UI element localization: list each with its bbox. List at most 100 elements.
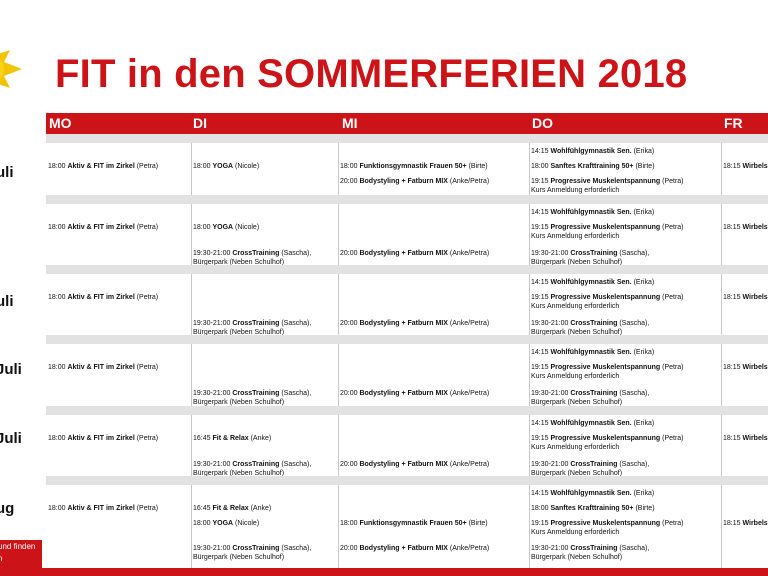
course-entry: 18:00 YOGA (Nicole) bbox=[193, 520, 260, 527]
course-entry: 14:15 Wohlfühlgymnastik Sen. (Erika) bbox=[531, 209, 655, 216]
course-entry: 18:00 Aktiv & FIT im Zirkel (Petra) bbox=[48, 294, 159, 301]
column-divider bbox=[721, 274, 722, 341]
week-row: 18:00 Aktiv & FIT im Zirkel (Petra) 16:45… bbox=[46, 485, 768, 571]
course-entry: Bürgerpark (Neben Schulhof) bbox=[193, 329, 285, 336]
week-separator bbox=[46, 476, 768, 485]
course-entry: 19:30-21:00 CrossTraining (Sascha), bbox=[193, 250, 312, 257]
column-divider bbox=[721, 415, 722, 482]
course-entry: 14:15 Wohlfühlgymnastik Sen. (Erika) bbox=[531, 490, 655, 497]
column-divider bbox=[338, 143, 339, 206]
course-entry: 14:15 Wohlfühlgymnastik Sen. (Erika) bbox=[531, 420, 655, 427]
column-divider bbox=[191, 143, 192, 206]
course-entry: 18:15 Wirbels bbox=[723, 364, 768, 371]
course-entry: 19:30-21:00 CrossTraining (Sascha), bbox=[193, 461, 312, 468]
column-divider bbox=[338, 274, 339, 341]
course-entry: 19:30-21:00 CrossTraining (Sascha), bbox=[531, 461, 650, 468]
course-entry: 20:00 Bodystyling + Fatburn MIX (Anke/Pe… bbox=[340, 461, 490, 468]
weekday-header: MO DI MI DO FR bbox=[46, 113, 768, 133]
course-entry: 19:30-21:00 CrossTraining (Sascha), bbox=[531, 390, 650, 397]
column-divider bbox=[338, 485, 339, 568]
day-header-fr: FR bbox=[724, 115, 743, 131]
course-entry: 20:00 Bodystyling + Fatburn MIX (Anke/Pe… bbox=[340, 320, 490, 327]
week-row: 18:00 Aktiv & FIT im Zirkel (Petra) 18:00… bbox=[46, 143, 768, 209]
week-separator bbox=[46, 335, 768, 344]
week-row: 18:00 Aktiv & FIT im Zirkel (Petra) 19:30… bbox=[46, 344, 768, 415]
bottom-bar bbox=[0, 568, 768, 576]
course-entry: Kurs Anmeldung erforderlich bbox=[531, 233, 620, 240]
sun-logo bbox=[0, 50, 22, 88]
course-entry: 14:15 Wohlfühlgymnastik Sen. (Erika) bbox=[531, 279, 655, 286]
week-date-label: Juli bbox=[0, 361, 22, 378]
course-entry: Bürgerpark (Neben Schulhof) bbox=[193, 259, 285, 266]
course-entry: 16:45 Fit & Relax (Anke) bbox=[193, 435, 272, 442]
course-entry: 19:15 Progressive Muskelentspannung (Pet… bbox=[531, 364, 684, 371]
column-divider bbox=[529, 204, 530, 271]
day-header-mi: MI bbox=[342, 115, 358, 131]
course-entry: 18:00 Funktionsgymnastik Frauen 50+ (Bir… bbox=[340, 520, 488, 527]
column-divider bbox=[338, 415, 339, 482]
course-entry: Kurs Anmeldung erforderlich bbox=[531, 187, 620, 194]
column-divider bbox=[529, 143, 530, 206]
course-entry: Kurs Anmeldung erforderlich bbox=[531, 444, 620, 451]
week-date-label: Juli bbox=[0, 430, 22, 447]
course-entry: Bürgerpark (Neben Schulhof) bbox=[531, 399, 623, 406]
footer-note: und finden n bbox=[0, 540, 42, 568]
column-divider bbox=[191, 485, 192, 568]
course-entry: Bürgerpark (Neben Schulhof) bbox=[531, 329, 623, 336]
week-date-label: ug bbox=[0, 500, 15, 517]
week-separator bbox=[46, 265, 768, 274]
course-entry: 18:15 Wirbels bbox=[723, 520, 768, 527]
course-entry: 18:00 Aktiv & FIT im Zirkel (Petra) bbox=[48, 435, 159, 442]
course-entry: 18:15 Wirbels bbox=[723, 224, 768, 231]
week-separator bbox=[46, 195, 768, 204]
course-entry: Bürgerpark (Neben Schulhof) bbox=[193, 554, 285, 561]
course-entry: 20:00 Bodystyling + Fatburn MIX (Anke/Pe… bbox=[340, 250, 490, 257]
course-entry: 20:00 Bodystyling + Fatburn MIX (Anke/Pe… bbox=[340, 390, 490, 397]
course-entry: 19:30-21:00 CrossTraining (Sascha), bbox=[531, 545, 650, 552]
course-entry: 18:00 Sanftes Krafttraining 50+ (Birte) bbox=[531, 505, 655, 512]
column-divider bbox=[721, 204, 722, 271]
course-entry: 16:45 Fit & Relax (Anke) bbox=[193, 505, 272, 512]
course-entry: 18:15 Wirbels bbox=[723, 163, 768, 170]
course-entry: 18:00 Aktiv & FIT im Zirkel (Petra) bbox=[48, 224, 159, 231]
course-entry: 19:30-21:00 CrossTraining (Sascha), bbox=[531, 250, 650, 257]
week-date-label: uli bbox=[0, 164, 14, 181]
column-divider bbox=[338, 204, 339, 271]
week-row: 18:00 Aktiv & FIT im Zirkel (Petra) 18:00… bbox=[46, 204, 768, 274]
week-date-label: uli bbox=[0, 293, 14, 310]
course-entry: 20:00 Bodystyling + Fatburn MIX (Anke/Pe… bbox=[340, 178, 490, 185]
course-entry: 19:15 Progressive Muskelentspannung (Pet… bbox=[531, 178, 684, 185]
course-entry: Bürgerpark (Neben Schulhof) bbox=[193, 399, 285, 406]
course-entry: Kurs Anmeldung erforderlich bbox=[531, 373, 620, 380]
column-divider bbox=[529, 485, 530, 568]
day-header-do: DO bbox=[532, 115, 553, 131]
course-entry: 18:00 Aktiv & FIT im Zirkel (Petra) bbox=[48, 505, 159, 512]
course-entry: 19:30-21:00 CrossTraining (Sascha), bbox=[193, 545, 312, 552]
course-entry: Bürgerpark (Neben Schulhof) bbox=[531, 259, 623, 266]
day-header-mo: MO bbox=[49, 115, 72, 131]
course-entry: 18:00 Aktiv & FIT im Zirkel (Petra) bbox=[48, 163, 159, 170]
course-entry: 19:30-21:00 CrossTraining (Sascha), bbox=[531, 320, 650, 327]
column-divider bbox=[721, 485, 722, 568]
day-header-di: DI bbox=[193, 115, 207, 131]
column-divider bbox=[191, 274, 192, 341]
week-row: 18:00 Aktiv & FIT im Zirkel (Petra) 16:45… bbox=[46, 415, 768, 485]
course-entry: Bürgerpark (Neben Schulhof) bbox=[193, 470, 285, 477]
course-entry: 20:00 Bodystyling + Fatburn MIX (Anke/Pe… bbox=[340, 545, 490, 552]
course-entry: 19:15 Progressive Muskelentspannung (Pet… bbox=[531, 224, 684, 231]
course-entry: 14:15 Wohlfühlgymnastik Sen. (Erika) bbox=[531, 349, 655, 356]
column-divider bbox=[191, 204, 192, 271]
course-entry: 18:00 YOGA (Nicole) bbox=[193, 163, 260, 170]
course-entry: 19:30-21:00 CrossTraining (Sascha), bbox=[193, 320, 312, 327]
course-entry: 18:00 Funktionsgymnastik Frauen 50+ (Bir… bbox=[340, 163, 488, 170]
course-entry: 19:15 Progressive Muskelentspannung (Pet… bbox=[531, 294, 684, 301]
footer-note-line: n bbox=[0, 554, 3, 563]
column-divider bbox=[338, 344, 339, 412]
column-divider bbox=[529, 415, 530, 482]
column-divider bbox=[721, 344, 722, 412]
course-entry: 14:15 Wohlfühlgymnastik Sen. (Erika) bbox=[531, 148, 655, 155]
column-divider bbox=[529, 274, 530, 341]
course-entry: Bürgerpark (Neben Schulhof) bbox=[531, 470, 623, 477]
week-separator bbox=[46, 134, 768, 143]
column-divider bbox=[721, 143, 722, 206]
